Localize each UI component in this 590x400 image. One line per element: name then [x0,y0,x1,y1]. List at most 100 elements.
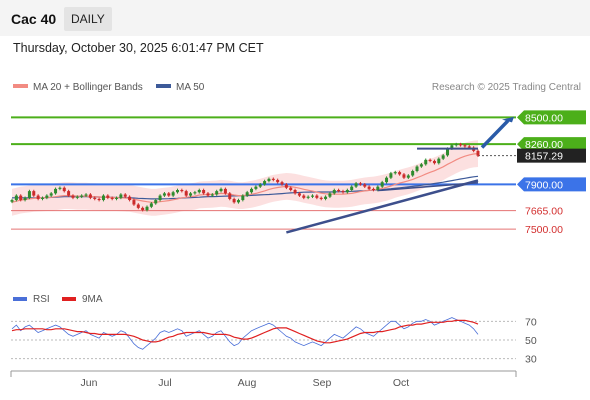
candle-body [376,186,380,190]
candle-body [315,195,319,198]
candle-body [119,194,123,198]
candle-body [280,182,284,185]
candle-body [415,166,419,171]
projection-arrow-head [502,116,514,123]
candle-body [428,159,432,161]
candle-body [14,195,18,201]
candle-body [223,188,227,194]
candle-body [367,186,371,189]
candle-body [180,190,184,192]
candle-body [263,181,267,185]
level-label-bg-8500.00 [517,110,586,125]
candle-body [459,144,463,146]
candle-body [193,192,197,194]
level-label-8260.00: 8260.00 [525,139,563,151]
candle-body [40,197,44,199]
candle-body [84,194,88,196]
candle-body [184,191,188,196]
candle-body [71,195,75,198]
timeframe-badge[interactable]: DAILY [64,7,112,31]
candle-body [411,171,415,176]
candle-body [202,190,206,194]
candle-body [23,197,27,201]
candle-body [36,195,40,199]
candle-body [402,174,406,178]
candle-body [206,193,210,196]
ma50-legend-swatch [156,84,171,88]
candle-body [171,192,175,196]
candle-body [110,197,114,199]
candle-body [175,190,179,193]
ma9-legend-label: 9MA [82,294,103,305]
candle-body [297,193,301,196]
candle-body [437,158,441,164]
candle-body [258,184,262,187]
candle-body [210,194,214,196]
candle-body [197,190,201,193]
candle-body [93,197,97,199]
candle-body [236,200,240,203]
candle-body [476,150,480,156]
level-label-7665.00: 7665.00 [525,206,563,218]
candle-body [306,196,310,198]
rsi-panel: 70 50 30 [11,316,537,366]
last-price-label-bg [517,148,586,163]
candle-body [254,186,258,189]
candle-body [228,193,232,199]
candle-body [328,193,332,197]
chart-header: Cac 40 DAILY [0,0,590,36]
candle-body [276,179,280,183]
candle-body [141,207,145,211]
level-label-8500.00: 8500.00 [525,112,563,124]
candle-body [424,159,428,165]
candle-body [341,191,345,193]
x-tick-label-oct: Oct [393,377,409,389]
rsi-legend-label: RSI [33,294,50,305]
candle-body [10,200,14,202]
candle-body [128,196,132,201]
candle-body [441,155,445,159]
ma20-legend-swatch [13,84,28,88]
candle-body [149,203,153,207]
x-tick-label-jul: Jul [158,377,171,389]
candle-body [354,183,358,187]
rsi-legend-swatch [13,297,27,301]
candle-body [97,198,101,201]
credit-text: Research © 2025 Trading Central [432,82,581,93]
last-price-label: 8157.29 [525,151,563,163]
candle-body [115,197,119,199]
candle-body [245,192,249,196]
candle-body [385,177,389,183]
candle-body [363,184,367,187]
ma50-legend-label: MA 50 [176,82,205,93]
candle-body [241,195,245,201]
timestamp: Thursday, October 30, 2025 6:01:47 PM CE… [13,41,264,55]
candle-body [324,196,328,199]
candle-body [132,200,136,205]
x-tick-label-aug: Aug [238,377,257,389]
candle-body [219,188,223,192]
candle-body [271,178,275,180]
x-axis-labels: Jun Jul Aug Sep Oct [81,377,410,389]
trendline-inner [377,181,479,192]
candle-body [311,195,315,197]
candle-body [106,195,110,198]
candle-body [250,188,254,193]
candle-body [432,160,436,164]
rsi-line [11,317,479,350]
ma9-legend-swatch [62,297,76,301]
level-label-7500.00: 7500.00 [525,224,563,236]
candle-body [380,182,384,187]
candle-body [49,193,53,196]
candle-body [345,190,349,193]
candle-body [167,193,171,196]
candle-body [419,164,423,167]
rsi-ma9-line [11,319,479,344]
rsi-tick-label: 70 [525,316,537,328]
x-tick-label-jun: Jun [81,377,98,389]
candle-body [319,197,323,199]
candle-body [350,186,354,190]
candle-body [232,198,236,203]
